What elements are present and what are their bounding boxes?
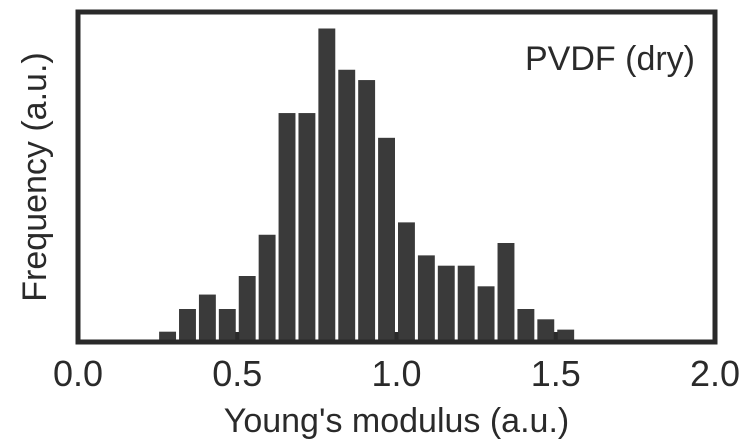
- histogram-bar: [318, 28, 336, 342]
- histogram-bar: [358, 80, 376, 342]
- histogram-bar: [517, 309, 535, 342]
- x-tick-label: 2.0: [690, 353, 740, 394]
- x-tick-label: 1.0: [371, 353, 421, 394]
- histogram-bar: [378, 137, 395, 342]
- histogram-bar: [398, 222, 415, 342]
- histogram-bar: [278, 113, 296, 342]
- bar-series: [159, 28, 575, 342]
- histogram-bar: [497, 243, 515, 342]
- histogram-bar: [198, 294, 216, 342]
- histogram-bar: [298, 113, 316, 342]
- x-tick-label: 1.5: [531, 353, 581, 394]
- histogram-bar: [258, 234, 276, 342]
- histogram-bar: [179, 309, 196, 342]
- x-axis-label: Young's modulus (a.u.): [224, 402, 569, 440]
- histogram-bar: [238, 276, 256, 342]
- histogram-bar: [537, 319, 555, 342]
- x-tick-label: 0.5: [212, 353, 262, 394]
- histogram-bar: [437, 265, 455, 342]
- histogram-bar: [477, 286, 495, 342]
- histogram-bar: [457, 265, 475, 342]
- histogram-bar: [557, 329, 575, 342]
- chart-annotation: PVDF (dry): [525, 40, 695, 78]
- histogram-bar: [338, 69, 356, 342]
- histogram-bar: [218, 309, 236, 342]
- x-tick-label: 0.0: [53, 353, 103, 394]
- x-axis-ticks: 0.0 0.5 1.0 1.5 2.0: [53, 332, 740, 394]
- y-axis-label: Frequency (a.u.): [16, 52, 54, 301]
- histogram-bar: [417, 255, 435, 342]
- histogram-bar: [159, 331, 177, 342]
